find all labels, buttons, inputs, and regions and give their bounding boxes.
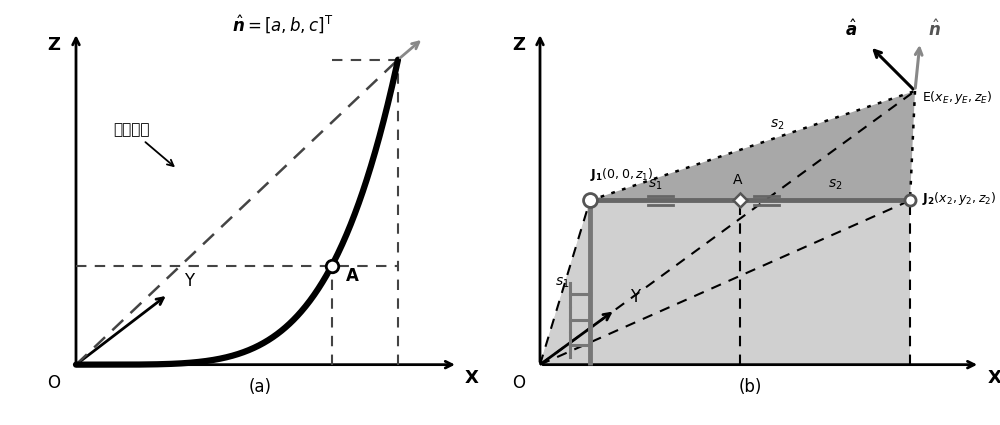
Text: O: O xyxy=(47,374,60,392)
Text: Z: Z xyxy=(512,36,525,54)
Text: (a): (a) xyxy=(248,378,272,396)
Text: $\hat{\boldsymbol{a}}$: $\hat{\boldsymbol{a}}$ xyxy=(845,20,858,40)
Text: $s_1$: $s_1$ xyxy=(648,177,662,192)
Text: $\mathrm{A}$: $\mathrm{A}$ xyxy=(732,173,744,187)
Text: $s_1$: $s_1$ xyxy=(555,275,570,290)
Text: $\mathrm{E}(x_E,y_E,z_E)$: $\mathrm{E}(x_E,y_E,z_E)$ xyxy=(922,89,993,106)
Text: X: X xyxy=(465,368,479,387)
Text: $\hat{\boldsymbol{n}}$: $\hat{\boldsymbol{n}}$ xyxy=(928,20,940,40)
Polygon shape xyxy=(590,91,915,201)
Text: $s_2$: $s_2$ xyxy=(770,118,785,132)
Polygon shape xyxy=(540,201,590,365)
Polygon shape xyxy=(540,201,910,365)
Text: $\mathbf{J_2}(x_2,y_2,z_2)$: $\mathbf{J_2}(x_2,y_2,z_2)$ xyxy=(922,190,997,207)
Text: $\mathbf{J_1}(0,0,z_1)$: $\mathbf{J_1}(0,0,z_1)$ xyxy=(590,166,654,183)
Text: (b): (b) xyxy=(738,378,762,396)
Text: X: X xyxy=(988,368,1000,387)
Text: 虚拟连杆: 虚拟连杆 xyxy=(113,122,174,166)
Text: Y: Y xyxy=(630,288,640,306)
Text: O: O xyxy=(512,374,525,392)
Text: $\hat{\boldsymbol{n}}=[a,b,c]^{\mathrm{T}}$: $\hat{\boldsymbol{n}}=[a,b,c]^{\mathrm{T… xyxy=(232,14,334,36)
Text: A: A xyxy=(346,267,359,285)
Text: Y: Y xyxy=(184,272,194,290)
Text: Z: Z xyxy=(47,36,60,54)
Text: $s_2$: $s_2$ xyxy=(828,177,842,192)
